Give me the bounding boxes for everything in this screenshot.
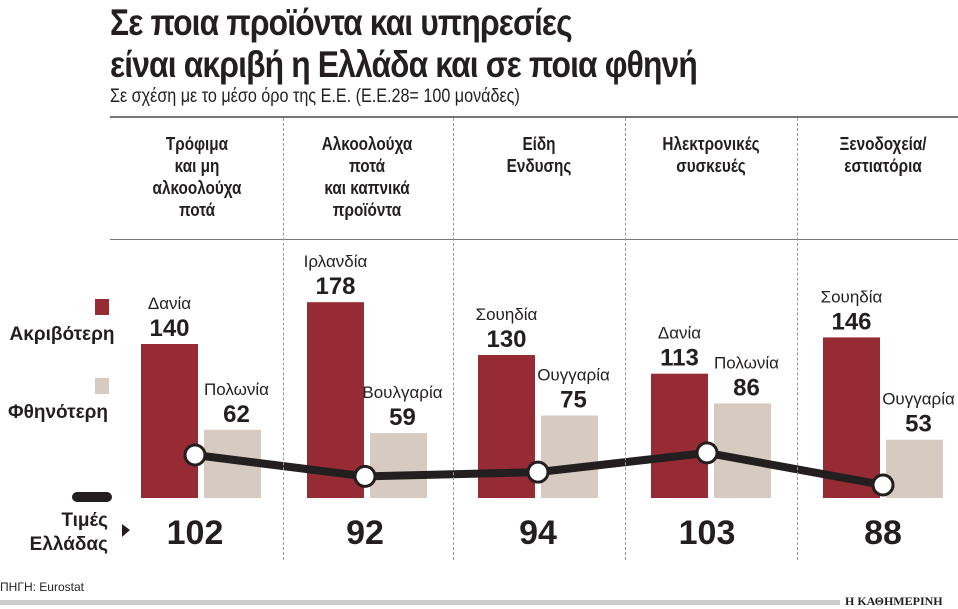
category-label: Ξενοδοχεία/εστιατόρια	[811, 133, 956, 177]
bar-expensive	[307, 302, 364, 498]
greece-point	[695, 441, 719, 465]
greece-point	[871, 473, 895, 497]
category-label-line: συσκευές	[676, 156, 746, 176]
category-label-line: και μη	[174, 156, 220, 176]
bar-expensive	[823, 337, 880, 498]
footer-bar	[0, 600, 840, 605]
column-separator	[797, 118, 798, 560]
country-label: Σουηδία	[476, 305, 538, 324]
category-label-line: Αλκοολούχα	[321, 134, 413, 154]
legend-label-greece: Ελλάδας	[30, 534, 108, 555]
bar-expensive	[141, 344, 198, 498]
bar-expensive	[651, 373, 708, 498]
bar-value: 62	[223, 401, 250, 428]
country-label: Πολωνία	[714, 353, 779, 372]
title-line: είναι ακριβή η Ελλάδα και σε ποια φθηνή	[110, 44, 698, 85]
country-label: Δανία	[148, 294, 191, 313]
legend-label-expensive: Ακριβότερη	[10, 324, 115, 345]
greece-point	[353, 464, 377, 488]
country-label: Ουγγαρία	[537, 366, 610, 385]
bar-value: 59	[389, 404, 416, 431]
bar-cheap	[541, 415, 598, 498]
greece-point	[183, 443, 207, 467]
category-label-line: Είδη	[522, 134, 556, 154]
greece-value: 94	[519, 514, 557, 552]
category-label-line: Ενδυσης	[506, 156, 572, 176]
source-note: ΠΗΓΗ: Eurostat	[0, 580, 84, 594]
greece-value: 102	[167, 514, 224, 552]
country-label: Δανία	[658, 324, 701, 343]
top-rule	[110, 116, 958, 118]
bar-value: 75	[560, 387, 587, 414]
header-rule	[110, 239, 958, 240]
country-label: Βουλγαρία	[362, 383, 442, 402]
bar-value: 140	[149, 315, 189, 342]
bar-value: 53	[905, 411, 932, 438]
category-label-line: εστιατόρια	[844, 156, 922, 176]
category-label: Τρόφιμα και μη αλκοολούχα ποτά	[125, 133, 270, 221]
legend-label-cheap: Φθηνότερη	[8, 402, 108, 423]
country-label: Σουηδία	[821, 287, 883, 306]
chart-title: Σε ποια προϊόντα και υπηρεσίες είναι ακρ…	[110, 2, 698, 86]
bar-value: 146	[831, 308, 871, 335]
category-label: Αλκοολούχα ποτά και καπνικά προϊόντα	[295, 133, 440, 221]
category-label-line: και καπνικά	[324, 178, 410, 198]
category-label: Ηλεκτρονικές συσκευές	[639, 133, 784, 177]
column-separator	[453, 118, 454, 560]
greece-value: 92	[346, 514, 384, 552]
greece-value: 103	[679, 514, 736, 552]
greece-value: 88	[864, 514, 902, 552]
legend-swatch-greece	[72, 492, 112, 502]
bar-value: 113	[660, 345, 699, 372]
legend-swatch-expensive	[95, 299, 109, 315]
category-label-line: αλκοολούχα	[152, 178, 242, 198]
title-line: Σε ποια προϊόντα και υπηρεσίες	[110, 2, 573, 43]
legend-label-greece: Τιμές	[61, 510, 108, 531]
bar-cheap	[714, 403, 771, 498]
bar-value: 178	[315, 273, 355, 300]
bar-value: 130	[486, 326, 526, 353]
category-label-line: Ηλεκτρονικές	[662, 134, 760, 154]
legend-swatch-cheap	[95, 378, 109, 394]
category-label-line: Τρόφιμα	[165, 134, 229, 154]
greece-point	[526, 460, 550, 484]
category-label-line: ποτά	[178, 200, 216, 220]
chart-subtitle: Σε σχέση με το μέσο όρο της Ε.Ε. (Ε.Ε.28…	[110, 86, 520, 107]
country-label: Ιρλανδία	[304, 252, 368, 271]
category-label-line: ποτά	[348, 156, 386, 176]
category-label-line: Ξενοδοχεία/	[839, 134, 927, 154]
logo: Η ΚΑΘΗΜΕΡΙΝΗ	[845, 594, 943, 608]
category-label-line: προϊόντα	[332, 200, 402, 220]
column-separator	[283, 118, 284, 560]
bar-cheap	[886, 439, 943, 498]
bar-value: 86	[733, 374, 760, 401]
arrow-icon	[122, 524, 130, 537]
country-label: Ουγγαρία	[882, 390, 955, 409]
category-label: Είδη Ενδυσης	[467, 133, 612, 177]
column-separator	[625, 118, 626, 560]
bar-cheap	[370, 433, 427, 498]
country-label: Πολωνία	[204, 380, 269, 399]
